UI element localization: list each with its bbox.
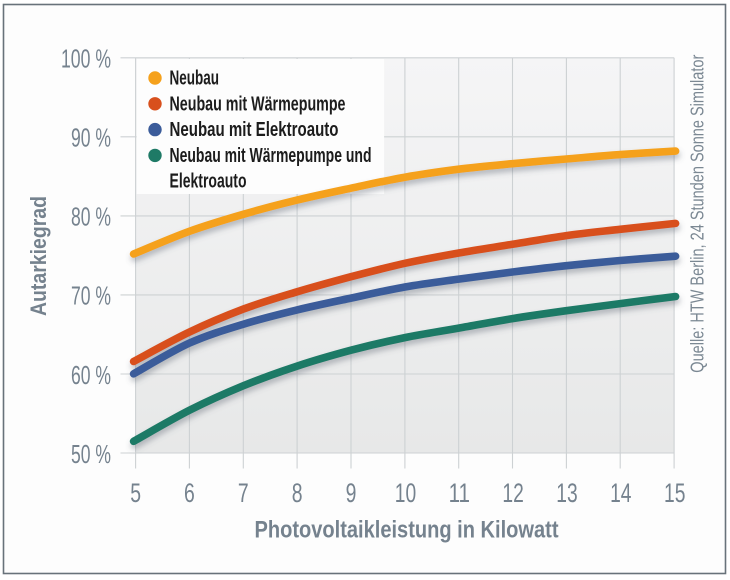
svg-text:7: 7	[238, 478, 249, 508]
svg-text:80 %: 80 %	[71, 204, 111, 232]
svg-text:90 %: 90 %	[71, 125, 111, 153]
svg-text:Elektroauto: Elektroauto	[170, 171, 247, 193]
svg-text:Photovoltaikleistung in Kilowa: Photovoltaikleistung in Kilowatt	[255, 517, 559, 544]
svg-text:8: 8	[292, 478, 303, 508]
svg-text:6: 6	[184, 478, 195, 508]
svg-text:Neubau mit Elektroauto: Neubau mit Elektroauto	[170, 119, 339, 141]
svg-text:10: 10	[395, 478, 416, 508]
svg-text:Neubau: Neubau	[170, 68, 220, 90]
svg-text:Autarkiegrad: Autarkiegrad	[26, 196, 51, 316]
svg-text:Quelle: HTW Berlin, 24 Stunden: Quelle: HTW Berlin, 24 Stunden Sonne Sim…	[688, 55, 708, 373]
svg-text:100 %: 100 %	[61, 46, 111, 74]
svg-text:14: 14	[610, 478, 631, 508]
svg-text:13: 13	[556, 478, 577, 508]
svg-text:Neubau mit Wärmepumpe: Neubau mit Wärmepumpe	[170, 93, 346, 115]
svg-text:Neubau mit Wärmepumpe und: Neubau mit Wärmepumpe und	[170, 145, 372, 167]
svg-text:60 %: 60 %	[71, 362, 111, 390]
svg-text:15: 15	[664, 478, 685, 508]
svg-text:11: 11	[449, 478, 470, 508]
svg-text:5: 5	[130, 478, 141, 508]
svg-text:70 %: 70 %	[71, 283, 111, 311]
svg-text:12: 12	[502, 478, 523, 508]
svg-text:50 %: 50 %	[71, 441, 111, 469]
svg-text:9: 9	[346, 478, 357, 508]
